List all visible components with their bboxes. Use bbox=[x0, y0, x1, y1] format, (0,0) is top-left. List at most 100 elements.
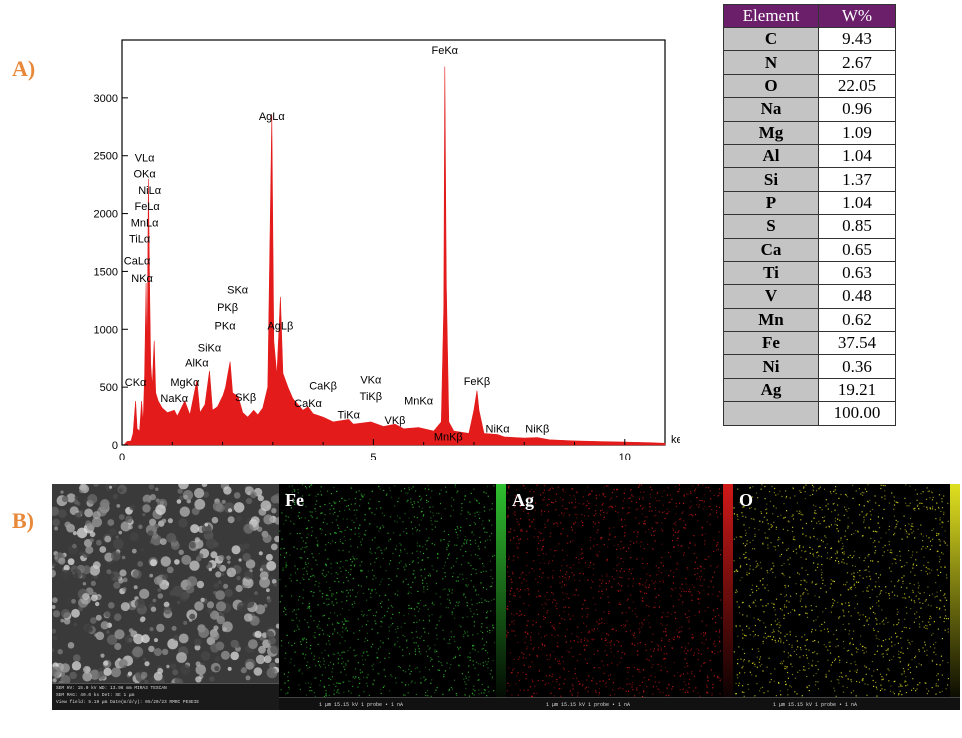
peak-label: FeKα bbox=[432, 45, 459, 57]
element-symbol-cell: Ag bbox=[723, 377, 819, 403]
table-row: N 2.67 bbox=[723, 50, 896, 75]
plot-frame bbox=[121, 39, 666, 446]
map-scale-text: 1 μm 15.15 kV 1 probe • 1 nA bbox=[319, 702, 404, 708]
sem-image-panel: SEM HV: 15.0 kV WD: 13.96 mm MIRA3 TESCA… bbox=[52, 484, 279, 710]
map-scale-bar: 1 μm 15.15 kV 1 probe • 1 nA bbox=[279, 697, 506, 710]
element-map-title: O bbox=[739, 490, 754, 510]
weight-percent-cell: 1.09 bbox=[818, 120, 896, 145]
weight-percent-cell: 0.63 bbox=[818, 260, 896, 286]
element-symbol-cell: Ti bbox=[723, 260, 819, 286]
y-tick-label: 2000 bbox=[94, 209, 118, 221]
weight-percent-cell: 0.85 bbox=[818, 214, 896, 239]
weight-percent-cell: 9.43 bbox=[818, 26, 896, 52]
peak-label: SKα bbox=[227, 284, 249, 296]
sem-micrograph bbox=[52, 484, 279, 710]
sem-info-text: View field: 5.19 μm Date(m/d/y): 05/20/2… bbox=[56, 700, 200, 705]
peak-label: TiKα bbox=[338, 409, 361, 421]
x-tick-label: 10 bbox=[619, 452, 631, 460]
spectrum-area bbox=[121, 66, 666, 446]
table-row: P 1.04 bbox=[723, 190, 896, 216]
header-element: Element bbox=[723, 4, 819, 28]
weight-percent-cell: 0.62 bbox=[818, 307, 896, 333]
element-symbol-cell: Ca bbox=[723, 237, 819, 262]
peak-label: OKα bbox=[133, 169, 156, 181]
sem-info-text: SEM HV: 15.0 kV WD: 13.96 mm MIRA3 TESCA… bbox=[56, 686, 167, 691]
peak-label: FeLα bbox=[134, 201, 160, 213]
table-header-row: Element W% bbox=[723, 4, 896, 28]
peak-label: PKα bbox=[215, 320, 237, 332]
element-symbol-cell: P bbox=[723, 190, 819, 216]
panel-label-b: B) bbox=[12, 508, 34, 533]
table-row: Fe 37.54 bbox=[723, 331, 896, 356]
peak-label: CKα bbox=[125, 377, 147, 389]
sem-info-bar: SEM HV: 15.0 kV WD: 13.96 mm MIRA3 TESCA… bbox=[52, 683, 279, 710]
peak-label: NaKα bbox=[160, 393, 188, 405]
panel-label-a: A) bbox=[12, 56, 36, 81]
element-symbol-cell: C bbox=[723, 26, 819, 52]
eds-spectrum-chart: 0 500 1000 1500 2000 2500 3000 0 5 10 keV FeKα AgLα V… bbox=[94, 39, 680, 460]
peak-label: NKα bbox=[131, 273, 153, 285]
y-tick-label: 500 bbox=[100, 382, 118, 394]
y-tick-label: 2500 bbox=[94, 151, 118, 163]
table-row: Al 1.04 bbox=[723, 143, 896, 169]
x-axis-label: keV bbox=[671, 434, 680, 446]
table-row: Si 1.37 bbox=[723, 167, 896, 192]
table-row: Mn 0.62 bbox=[723, 307, 896, 333]
element-map-ag: Ag 1 μm 15.15 kV 1 probe • 1 nA bbox=[506, 484, 733, 710]
table-row: O 22.05 bbox=[723, 73, 896, 99]
peak-label: MnKβ bbox=[434, 431, 463, 443]
table-row: S 0.85 bbox=[723, 214, 896, 239]
x-tick-label: 5 bbox=[370, 452, 376, 460]
table-row: Ti 0.63 bbox=[723, 260, 896, 286]
peak-label: NiLα bbox=[138, 185, 162, 197]
elemental-map-strip: SEM HV: 15.0 kV WD: 13.96 mm MIRA3 TESCA… bbox=[52, 484, 960, 710]
element-map-image bbox=[733, 484, 960, 710]
element-symbol-cell: Si bbox=[723, 167, 819, 192]
table-row: Ca 0.65 bbox=[723, 237, 896, 262]
weight-percent-cell: 0.48 bbox=[818, 284, 896, 309]
peak-label: FeKβ bbox=[464, 376, 491, 388]
element-symbol-cell: Ni bbox=[723, 354, 819, 379]
map-scale-bar: 1 μm 15.15 kV 1 probe • 1 nA bbox=[506, 697, 733, 710]
element-map-o: O 1 μm 15.15 kV 1 probe • 1 nA bbox=[733, 484, 960, 710]
peak-label: NiKβ bbox=[525, 423, 549, 435]
y-tick-label: 1000 bbox=[94, 324, 118, 336]
header-weight-percent: W% bbox=[818, 4, 896, 28]
table-row: C 9.43 bbox=[723, 26, 896, 52]
table-row: Na 0.96 bbox=[723, 97, 896, 122]
weight-percent-cell: 1.04 bbox=[818, 190, 896, 216]
weight-percent-cell: 2.67 bbox=[818, 50, 896, 75]
peak-label: SKβ bbox=[235, 392, 256, 404]
peak-label: AgLα bbox=[259, 111, 286, 123]
peak-label: TiLα bbox=[129, 234, 151, 246]
peak-label: VKα bbox=[360, 375, 382, 387]
y-tick-label: 0 bbox=[112, 440, 118, 452]
table-row: 100.00 bbox=[723, 401, 896, 426]
map-scale-bar: 1 μm 15.15 kV 1 probe • 1 nA bbox=[733, 697, 960, 710]
weight-percent-cell: 22.05 bbox=[818, 73, 896, 99]
weight-percent-cell: 0.36 bbox=[818, 354, 896, 379]
element-symbol-cell: Na bbox=[723, 97, 819, 122]
peak-label: CaLα bbox=[124, 255, 151, 267]
element-symbol-cell: S bbox=[723, 214, 819, 239]
map-scale-text: 1 μm 15.15 kV 1 probe • 1 nA bbox=[546, 702, 631, 708]
weight-percent-cell: 1.37 bbox=[818, 167, 896, 192]
x-tick-label: 0 bbox=[119, 452, 125, 460]
element-map-image bbox=[506, 484, 733, 710]
element-map-image bbox=[279, 484, 506, 710]
map-scale-text: 1 μm 15.15 kV 1 probe • 1 nA bbox=[773, 702, 858, 708]
peak-label: SiKα bbox=[198, 342, 222, 354]
weight-percent-cell: 100.00 bbox=[818, 401, 896, 426]
peak-label: CaKα bbox=[294, 398, 322, 410]
table-row: Ag 19.21 bbox=[723, 377, 896, 403]
peak-label: AgLβ bbox=[267, 320, 293, 332]
element-symbol-cell bbox=[723, 401, 819, 426]
peak-label: MnKα bbox=[404, 396, 434, 408]
weight-percent-cell: 1.04 bbox=[818, 143, 896, 169]
peak-label: VLα bbox=[135, 153, 155, 165]
table-row: V 0.48 bbox=[723, 284, 896, 309]
table-row: Mg 1.09 bbox=[723, 120, 896, 145]
weight-percent-cell: 19.21 bbox=[818, 377, 896, 403]
element-symbol-cell: Fe bbox=[723, 331, 819, 356]
sem-info-text: SEM MAG: 40.0 kx Det: SE 1 μm bbox=[56, 693, 135, 698]
